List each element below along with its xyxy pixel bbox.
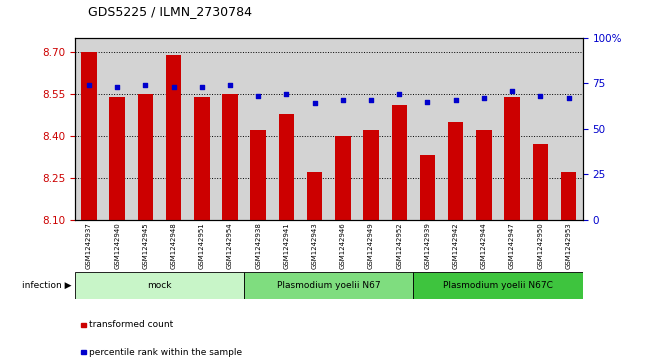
Point <box>225 82 235 88</box>
Bar <box>307 172 322 220</box>
Bar <box>279 114 294 220</box>
Bar <box>335 136 351 220</box>
Point <box>507 88 518 94</box>
FancyBboxPatch shape <box>244 272 413 299</box>
Text: percentile rank within the sample: percentile rank within the sample <box>89 348 242 356</box>
Bar <box>363 130 379 220</box>
Point <box>450 97 461 103</box>
Text: Plasmodium yoelii N67C: Plasmodium yoelii N67C <box>443 281 553 290</box>
Point <box>253 93 264 99</box>
Bar <box>222 94 238 220</box>
Bar <box>533 144 548 220</box>
Bar <box>251 130 266 220</box>
Point <box>169 84 179 90</box>
Bar <box>448 122 464 220</box>
Text: transformed count: transformed count <box>89 321 174 329</box>
Point <box>535 93 546 99</box>
Bar <box>194 97 210 220</box>
Text: mock: mock <box>147 281 172 290</box>
Bar <box>81 52 97 220</box>
Point <box>309 101 320 106</box>
Bar <box>109 97 125 220</box>
Bar <box>137 94 153 220</box>
Bar <box>420 155 436 220</box>
Point <box>563 95 574 101</box>
Point <box>84 82 94 88</box>
FancyBboxPatch shape <box>75 272 244 299</box>
Text: Plasmodium yoelii N67: Plasmodium yoelii N67 <box>277 281 381 290</box>
Point <box>366 97 376 103</box>
Text: infection ▶: infection ▶ <box>22 281 72 290</box>
Bar <box>476 130 492 220</box>
FancyBboxPatch shape <box>413 272 583 299</box>
Bar <box>561 172 576 220</box>
Point <box>112 84 122 90</box>
Text: GDS5225 / ILMN_2730784: GDS5225 / ILMN_2730784 <box>88 5 252 18</box>
Bar <box>166 55 182 220</box>
Point <box>478 95 489 101</box>
Point <box>281 91 292 97</box>
Point <box>394 91 404 97</box>
Point <box>197 84 207 90</box>
Point <box>140 82 150 88</box>
Bar <box>391 105 407 220</box>
Point <box>338 97 348 103</box>
Bar <box>505 97 520 220</box>
Point <box>422 99 433 105</box>
